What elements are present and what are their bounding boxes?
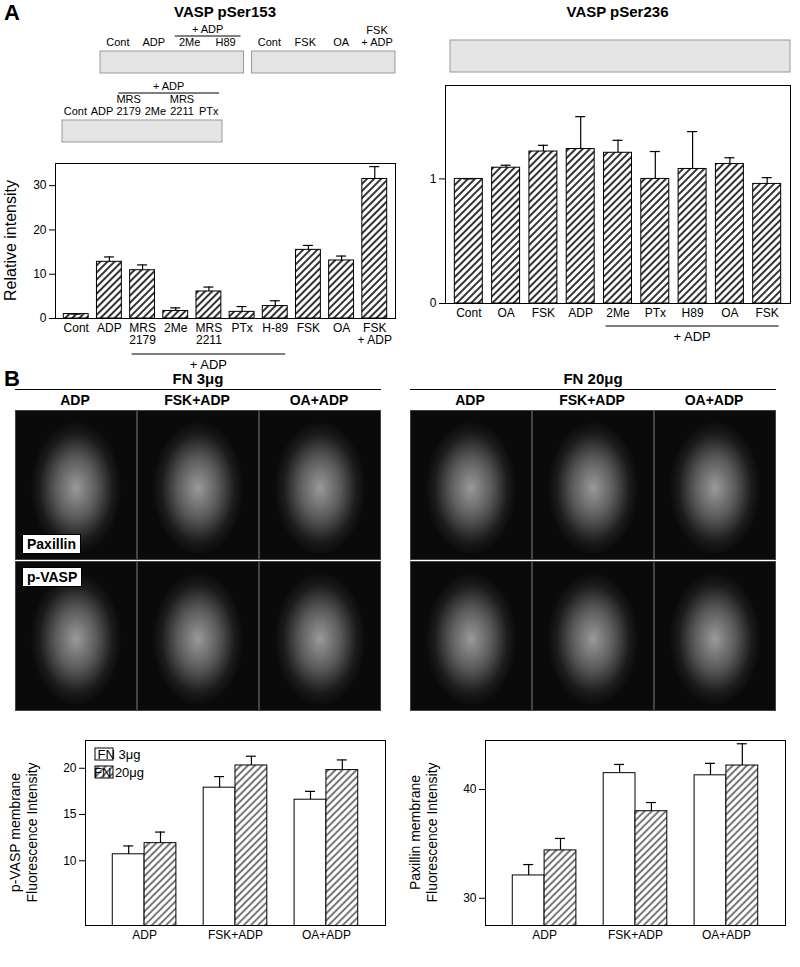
html-text:B: B (4, 366, 20, 391)
svg-text:ADP: ADP (568, 306, 593, 320)
svg-text:FSK: FSK (295, 36, 317, 48)
svg-text:VASP pSer236: VASP pSer236 (566, 3, 668, 20)
svg-text:Cont: Cont (258, 36, 281, 48)
svg-text:15: 15 (63, 807, 77, 821)
svg-text:Cont: Cont (64, 105, 87, 117)
svg-text:+ ADP: + ADP (673, 329, 710, 344)
svg-text:MRS2179: MRS2179 (129, 321, 156, 347)
svg-text:40: 40 (463, 782, 477, 796)
svg-text:MRS: MRS (116, 93, 140, 105)
svg-text:H89: H89 (215, 36, 235, 48)
html-text:FN 20μg: FN 20μg (563, 370, 623, 387)
svg-text:+ ADP: + ADP (192, 23, 224, 35)
svg-text:p-VASP membrane: p-VASP membrane (7, 773, 23, 893)
svg-text:Fluorescence Intensity: Fluorescence Intensity (424, 762, 440, 902)
svg-text:OA: OA (497, 306, 514, 320)
svg-text:+ ADP: + ADP (189, 357, 227, 372)
svg-text:PTx: PTx (231, 321, 252, 335)
svg-text:Cont: Cont (106, 36, 129, 48)
svg-text:2211: 2211 (170, 105, 194, 117)
svg-text:PTx: PTx (199, 105, 219, 117)
svg-text:0: 0 (430, 296, 437, 310)
html-text:OA+ADP: OA+ADP (289, 392, 349, 408)
svg-text:ADP: ADP (132, 928, 157, 942)
svg-text:OA: OA (333, 321, 350, 335)
svg-text:ADP: ADP (91, 105, 114, 117)
svg-text:OA: OA (721, 306, 738, 320)
svg-text:FN 3μg: FN 3μg (98, 747, 141, 762)
svg-text:FSK: FSK (532, 306, 555, 320)
svg-text:2179: 2179 (116, 105, 140, 117)
svg-text:FSK: FSK (366, 24, 388, 36)
svg-text:10: 10 (63, 854, 77, 868)
svg-text:OA+ADP: OA+ADP (302, 928, 351, 942)
svg-text:2Me: 2Me (164, 321, 188, 335)
svg-text:MRS2211: MRS2211 (196, 321, 223, 347)
svg-text:20: 20 (63, 761, 77, 775)
svg-text:Fluorescence Intensity: Fluorescence Intensity (24, 762, 40, 902)
svg-text:30: 30 (33, 178, 47, 192)
svg-text:1: 1 (430, 172, 437, 186)
svg-text:FSK+ADP: FSK+ADP (208, 928, 263, 942)
svg-text:30: 30 (463, 891, 477, 905)
html-text:FSK+ADP: FSK+ADP (559, 392, 625, 408)
svg-text:2Me: 2Me (145, 105, 166, 117)
svg-text:FN 20μg: FN 20μg (94, 765, 144, 780)
svg-text:FSK+ADP: FSK+ADP (608, 928, 663, 942)
svg-text:+ ADP: + ADP (153, 80, 185, 92)
svg-text:Cont: Cont (456, 306, 482, 320)
svg-text:10: 10 (33, 267, 47, 281)
svg-text:2Me: 2Me (179, 36, 200, 48)
svg-text:H-89: H-89 (262, 321, 288, 335)
svg-text:VASP pSer153: VASP pSer153 (174, 3, 276, 20)
html-text:ADP: ADP (60, 392, 90, 408)
svg-text:ADP: ADP (532, 928, 557, 942)
svg-text:Relative intensity: Relative intensity (2, 180, 19, 301)
svg-text:H89: H89 (682, 306, 704, 320)
svg-text:FSK+ ADP: FSK+ ADP (358, 321, 392, 347)
html-text:FSK+ADP: FSK+ADP (164, 392, 230, 408)
svg-text:FSK: FSK (756, 306, 779, 320)
svg-text:20: 20 (33, 223, 47, 237)
svg-text:ADP: ADP (143, 36, 166, 48)
svg-text:Cont: Cont (64, 321, 90, 335)
svg-text:Paxillin membrane: Paxillin membrane (407, 775, 423, 890)
svg-text:FSK: FSK (297, 321, 320, 335)
html-text:ADP: ADP (455, 392, 485, 408)
html-text:FN 3μg: FN 3μg (172, 370, 224, 387)
svg-text:OA: OA (333, 36, 350, 48)
svg-text:MRS: MRS (170, 93, 194, 105)
svg-text:OA+ADP: OA+ADP (702, 928, 751, 942)
html-text:Paxillin: Paxillin (27, 536, 76, 552)
html-text:A: A (4, 0, 20, 25)
svg-text:2Me: 2Me (606, 306, 630, 320)
html-text:p-VASP: p-VASP (27, 569, 78, 585)
svg-text:0: 0 (40, 311, 47, 325)
svg-text:ADP: ADP (97, 321, 122, 335)
svg-text:PTx: PTx (645, 306, 666, 320)
svg-text:+ ADP: + ADP (361, 36, 393, 48)
html-text:OA+ADP: OA+ADP (684, 392, 744, 408)
